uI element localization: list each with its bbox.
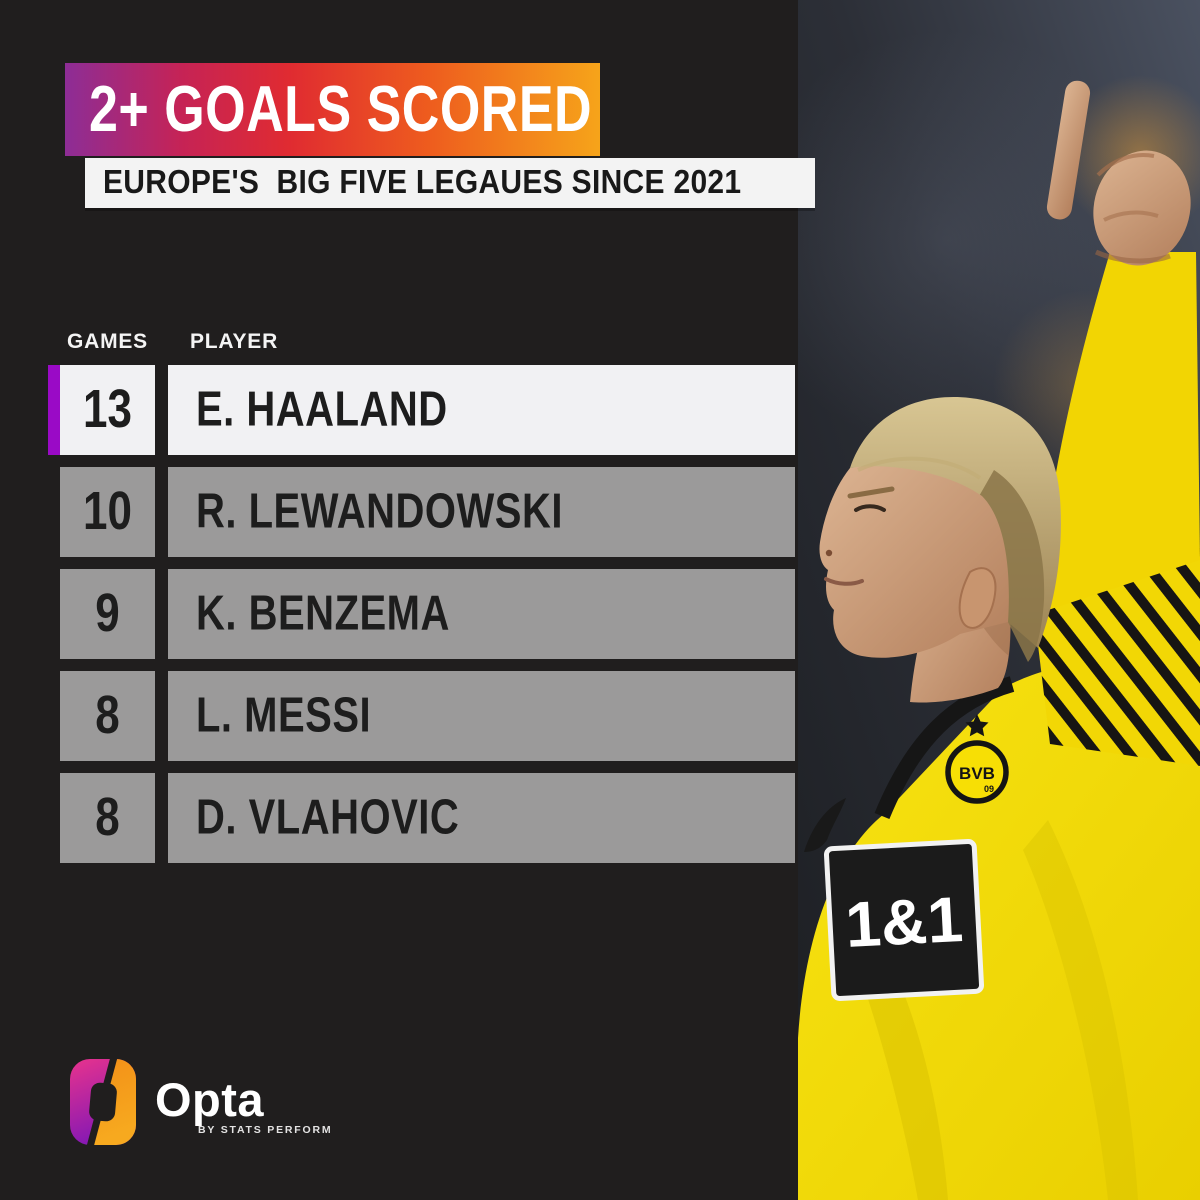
subtitle-bar: EUROPE'S BIG FIVE LEGAUES SINCE 2021	[85, 158, 815, 208]
games-cell: 13	[60, 365, 155, 455]
games-value: 9	[95, 583, 120, 644]
table-row: 9 K. BENZEMA	[48, 569, 795, 659]
games-value: 10	[83, 481, 132, 542]
bvb-crest: BVB 09	[945, 714, 1009, 804]
player-cell: L. MESSI	[168, 671, 795, 761]
brand-subtitle: BY STATS PERFORM	[198, 1124, 333, 1136]
player-cell: E. HAALAND	[168, 365, 795, 455]
player-head	[819, 397, 1061, 703]
player-name: K. BENZEMA	[196, 586, 450, 641]
games-cell: 9	[60, 569, 155, 659]
table-row: 8 L. MESSI	[48, 671, 795, 761]
games-cell: 8	[60, 671, 155, 761]
player-name: E. HAALAND	[196, 382, 448, 437]
games-value: 8	[95, 685, 120, 746]
crest-text: BVB	[959, 764, 995, 783]
crest-number: 09	[984, 784, 994, 794]
striped-shoulder	[1034, 548, 1200, 766]
opta-logo-icon	[70, 1056, 136, 1148]
player-name: R. LEWANDOWSKI	[196, 484, 563, 539]
page-subtitle: EUROPE'S BIG FIVE LEGAUES SINCE 2021	[103, 163, 742, 201]
table-row: 8 D. VLAHOVIC	[48, 773, 795, 863]
table-row: 10 R. LEWANDOWSKI	[48, 467, 795, 557]
player-cell: R. LEWANDOWSKI	[168, 467, 795, 557]
player-name: L. MESSI	[196, 688, 372, 743]
page-title: 2+ GOALS SCORED	[89, 73, 593, 146]
sleeve	[1036, 252, 1200, 614]
stats-table: 13 E. HAALAND 10 R. LEWANDOWSKI 9 K. BEN…	[48, 365, 795, 875]
brand-name: Opta	[155, 1073, 265, 1126]
games-cell: 8	[60, 773, 155, 863]
row-accent-bar	[48, 671, 60, 761]
pointing-hand	[1046, 80, 1191, 266]
player-photo: BVB 09 1&1	[798, 0, 1200, 1200]
games-cell: 10	[60, 467, 155, 557]
sponsor-patch: 1&1	[823, 839, 985, 1001]
collar	[874, 676, 1015, 820]
player-cell: K. BENZEMA	[168, 569, 795, 659]
column-header-player: PLAYER	[190, 330, 279, 353]
column-header-games: GAMES	[66, 330, 148, 353]
player-cell: D. VLAHOVIC	[168, 773, 795, 863]
row-accent-bar	[48, 569, 60, 659]
puma-logo	[804, 798, 846, 852]
row-accent-bar	[48, 773, 60, 863]
table-row: 13 E. HAALAND	[48, 365, 795, 455]
player-name: D. VLAHOVIC	[196, 790, 460, 845]
row-accent-bar	[48, 365, 60, 455]
title-banner: 2+ GOALS SCORED	[65, 63, 600, 156]
games-value: 13	[83, 379, 132, 440]
sponsor-text: 1&1	[844, 883, 965, 961]
games-value: 8	[95, 787, 120, 848]
row-accent-bar	[48, 467, 60, 557]
